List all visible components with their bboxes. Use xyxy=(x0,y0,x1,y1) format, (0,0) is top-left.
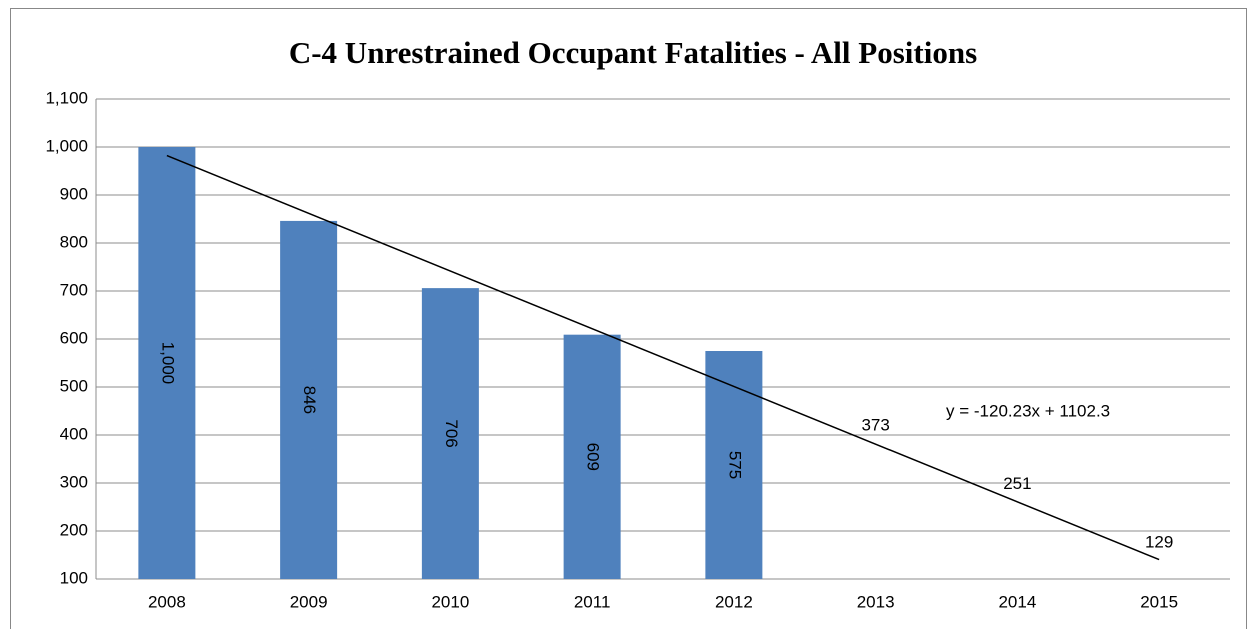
x-tick-label: 2008 xyxy=(148,592,186,611)
x-tick-label: 2010 xyxy=(431,592,469,611)
chart-frame xyxy=(10,8,1247,629)
bar xyxy=(138,147,196,579)
bar xyxy=(563,334,621,579)
y-tick-label: 1,100 xyxy=(45,88,88,107)
y-tick-label: 100 xyxy=(60,568,88,587)
bar xyxy=(421,288,479,579)
y-tick-label: 1,000 xyxy=(45,136,88,155)
x-tick-label: 2009 xyxy=(290,592,328,611)
bar xyxy=(705,351,763,579)
chart-title: C-4 Unrestrained Occupant Fatalities - A… xyxy=(289,35,977,70)
data-label: 575 xyxy=(725,451,744,479)
y-tick-label: 800 xyxy=(60,232,88,251)
data-label: 1,000 xyxy=(158,342,177,385)
data-label: 129 xyxy=(1145,533,1173,552)
data-label: 251 xyxy=(1003,474,1031,493)
trendline-label: y = -120.23x + 1102.3 xyxy=(946,401,1110,420)
y-tick-label: 600 xyxy=(60,328,88,347)
trendline xyxy=(166,154,1160,561)
bar xyxy=(1131,565,1188,579)
y-tick-label: 500 xyxy=(60,376,88,395)
y-tick-label: 700 xyxy=(60,280,88,299)
x-tick-label: 2012 xyxy=(715,592,753,611)
data-label: 846 xyxy=(300,386,319,414)
y-tick-label: 900 xyxy=(60,184,88,203)
x-tick-label: 2015 xyxy=(1140,592,1178,611)
x-tick-label: 2011 xyxy=(574,592,611,611)
bar xyxy=(280,220,338,580)
y-tick-label: 200 xyxy=(60,520,88,539)
y-tick-label: 400 xyxy=(60,424,88,443)
data-label: 609 xyxy=(584,443,603,471)
data-label: 706 xyxy=(442,419,461,447)
x-tick-label: 2014 xyxy=(998,592,1036,611)
x-tick-label: 2013 xyxy=(857,592,895,611)
data-label: 373 xyxy=(861,415,889,434)
y-tick-label: 300 xyxy=(60,472,88,491)
bar xyxy=(847,448,904,579)
bar xyxy=(989,507,1046,579)
